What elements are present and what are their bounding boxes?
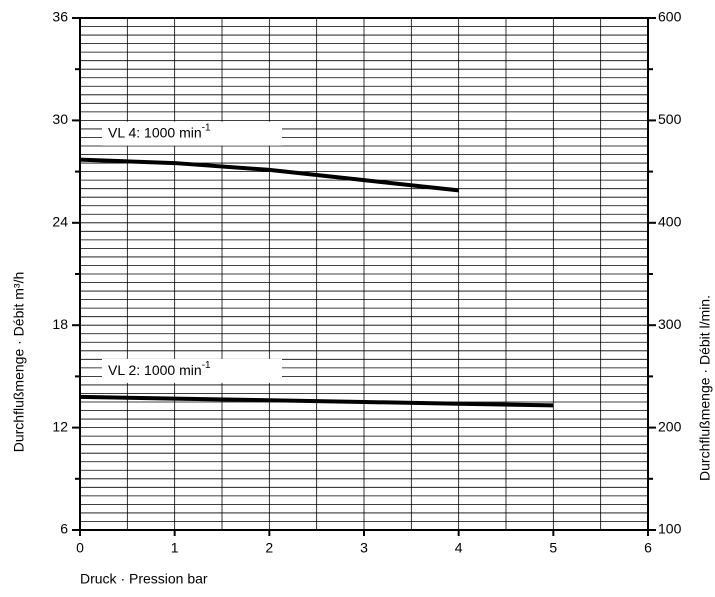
x-tick-label: 1 bbox=[171, 540, 179, 556]
x-tick-label: 4 bbox=[455, 540, 463, 556]
y2-tick-label: 400 bbox=[658, 214, 682, 230]
series-label-superscript: -1 bbox=[202, 122, 211, 133]
y2-tick-label: 200 bbox=[658, 418, 682, 434]
x-axis-label: Druck · Pression bar bbox=[80, 571, 208, 587]
series-line bbox=[79, 394, 554, 408]
series-line bbox=[79, 157, 459, 193]
x-tick-label: 0 bbox=[76, 540, 84, 556]
series-label: VL 2: 1000 min-1 bbox=[108, 360, 211, 378]
series-label-name: VL 2: 1000 min bbox=[108, 362, 202, 378]
x-tick-label: 3 bbox=[360, 540, 368, 556]
x-tick-label: 5 bbox=[549, 540, 557, 556]
y-tick-label: 12 bbox=[52, 418, 68, 434]
y2-tick-label: 100 bbox=[658, 521, 682, 537]
x-tick-label: 6 bbox=[644, 540, 652, 556]
series-label-superscript: -1 bbox=[202, 360, 211, 371]
y2-tick-label: 600 bbox=[658, 9, 682, 25]
series-label: VL 4: 1000 min-1 bbox=[108, 122, 211, 140]
series-label-box bbox=[102, 358, 282, 383]
y2-tick-label: 500 bbox=[658, 111, 682, 127]
y-tick-label: 24 bbox=[52, 214, 68, 230]
series-label-name: VL 4: 1000 min bbox=[108, 124, 202, 140]
x-tick-label: 2 bbox=[265, 540, 273, 556]
y-axis-label: Durchflußmenge · Débit m³/h bbox=[11, 272, 27, 453]
y-tick-label: 36 bbox=[52, 9, 68, 25]
y-tick-label: 18 bbox=[52, 316, 68, 332]
y2-axis-label: Durchflußmenge · Débit l/min. bbox=[697, 295, 713, 481]
y2-tick-label: 300 bbox=[658, 316, 682, 332]
series-label-box bbox=[102, 121, 282, 146]
y-tick-label: 6 bbox=[60, 521, 68, 537]
y-tick-label: 30 bbox=[52, 111, 68, 127]
